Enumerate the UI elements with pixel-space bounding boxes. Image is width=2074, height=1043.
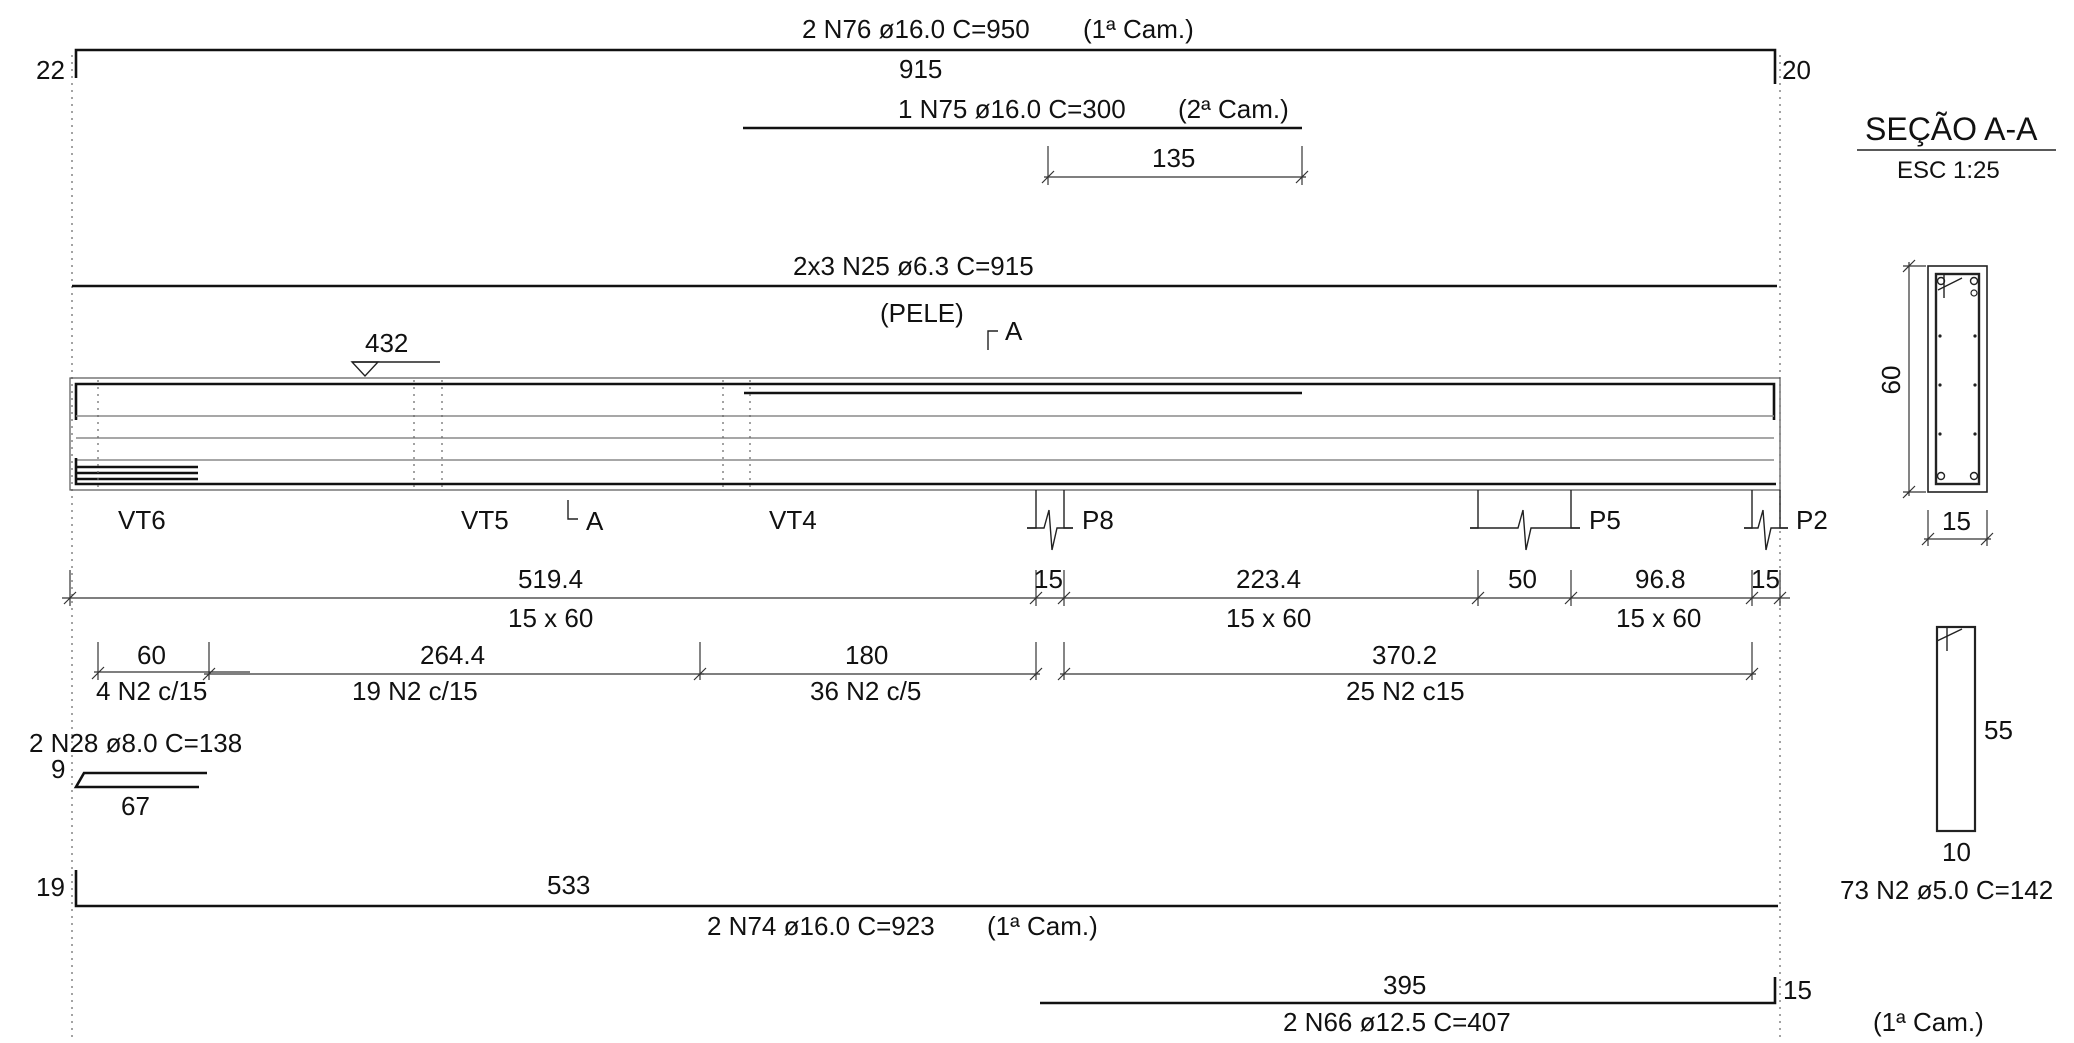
zone-4-length: 370.2 bbox=[1372, 640, 1437, 670]
columns bbox=[1027, 490, 1788, 551]
bar-n74-layer: (1ª Cam.) bbox=[987, 911, 1098, 941]
span-1-section: 15 x 60 bbox=[508, 603, 593, 633]
span-6-length: 15 bbox=[1751, 564, 1780, 594]
support-vt5: VT5 bbox=[461, 505, 509, 535]
bar-n75: 1 N75 ø16.0 C=300 (2ª Cam.) 135 bbox=[743, 94, 1309, 185]
bar-n28: 2 N28 ø8.0 C=138 9 67 bbox=[29, 728, 242, 821]
bar-n66: 395 15 2 N66 ø12.5 C=407 (1ª Cam.) bbox=[1040, 970, 1984, 1037]
bar-n76-label: 2 N76 ø16.0 C=950 bbox=[802, 14, 1030, 44]
bar-n75-dim: 135 bbox=[1152, 143, 1195, 173]
bar-n66-length: 395 bbox=[1383, 970, 1426, 1000]
stirrup-detail: 55 10 73 N2 ø5.0 C=142 bbox=[1840, 625, 2053, 905]
stirrup-zones: 60 264.4 180 370.2 4 N2 c/15 19 N2 c/15 … bbox=[91, 640, 1759, 706]
bar-n74: 19 533 2 N74 ø16.0 C=923 (1ª Cam.) bbox=[36, 870, 1778, 941]
stirrup-label: 73 N2 ø5.0 C=142 bbox=[1840, 875, 2053, 905]
stirrup-width: 10 bbox=[1942, 837, 1971, 867]
level-marker: 432 bbox=[350, 328, 440, 378]
cut-marker-top-label: A bbox=[1005, 316, 1023, 346]
bar-n28-hook: 9 bbox=[51, 754, 65, 784]
zone-3-length: 180 bbox=[845, 640, 888, 670]
section-width: 15 bbox=[1942, 506, 1971, 536]
support-vt6: VT6 bbox=[118, 505, 166, 535]
cut-marker-bottom-label: A bbox=[586, 506, 604, 536]
bar-n25: 2x3 N25 ø6.3 C=915 (PELE) bbox=[72, 251, 1777, 328]
span-3-length: 223.4 bbox=[1236, 564, 1301, 594]
support-p2: P2 bbox=[1796, 505, 1828, 535]
bar-n75-dimension: 135 bbox=[1041, 143, 1309, 185]
span-3-section: 15 x 60 bbox=[1226, 603, 1311, 633]
zone-1-length: 60 bbox=[137, 640, 166, 670]
bar-n76-hook-right: 20 bbox=[1782, 55, 1811, 85]
beam-elevation bbox=[69, 377, 1781, 491]
bar-n25-note: (PELE) bbox=[880, 298, 964, 328]
bar-n74-label: 2 N74 ø16.0 C=923 bbox=[707, 911, 935, 941]
support-p8: P8 bbox=[1082, 505, 1114, 535]
bar-n75-label: 1 N75 ø16.0 C=300 bbox=[898, 94, 1126, 124]
bar-n66-label: 2 N66 ø12.5 C=407 bbox=[1283, 1007, 1511, 1037]
bar-n76-hook-left: 22 bbox=[36, 55, 65, 85]
extension-lines bbox=[71, 55, 1781, 1040]
bar-n76-layer: (1ª Cam.) bbox=[1083, 14, 1194, 44]
support-labels: VT6 VT5 VT4 P8 P5 P2 bbox=[118, 505, 1828, 535]
span-2-length: 15 bbox=[1034, 564, 1063, 594]
zone-2-length: 264.4 bbox=[420, 640, 485, 670]
bar-n66-hook-right: 15 bbox=[1783, 975, 1812, 1005]
section-title: SEÇÃO A-A bbox=[1865, 111, 2038, 147]
cut-marker-bottom: A bbox=[567, 500, 604, 536]
bar-n66-layer: (1ª Cam.) bbox=[1873, 1007, 1984, 1037]
span-5-section: 15 x 60 bbox=[1616, 603, 1701, 633]
cut-marker-top: A bbox=[987, 316, 1023, 350]
zone-4-spec: 25 N2 c15 bbox=[1346, 676, 1465, 706]
bar-n28-length: 67 bbox=[121, 791, 150, 821]
bar-n25-label: 2x3 N25 ø6.3 C=915 bbox=[793, 251, 1034, 281]
stirrup-height: 55 bbox=[1984, 715, 2013, 745]
bar-n28-label: 2 N28 ø8.0 C=138 bbox=[29, 728, 242, 758]
zone-2-spec: 19 N2 c/15 bbox=[352, 676, 478, 706]
zone-1-spec: 4 N2 c/15 bbox=[96, 676, 207, 706]
section-height: 60 bbox=[1876, 366, 1906, 395]
bar-n74-length: 533 bbox=[547, 870, 590, 900]
zone-3-spec: 36 N2 c/5 bbox=[810, 676, 921, 706]
span-5-length: 96.8 bbox=[1635, 564, 1686, 594]
bar-n76: 2 N76 ø16.0 C=950 (1ª Cam.) 22 20 915 bbox=[36, 14, 1811, 85]
support-p5: P5 bbox=[1589, 505, 1621, 535]
section-a-a: SEÇÃO A-A ESC 1:25 60 15 bbox=[1857, 111, 2056, 546]
bar-n75-layer: (2ª Cam.) bbox=[1178, 94, 1289, 124]
span-1-length: 519.4 bbox=[518, 564, 583, 594]
section-scale: ESC 1:25 bbox=[1897, 157, 2000, 184]
bar-n74-hook-left: 19 bbox=[36, 872, 65, 902]
span-dimensions: 519.4 15 223.4 50 96.8 15 15 x 60 15 x 6… bbox=[62, 564, 1790, 633]
level-marker-value: 432 bbox=[365, 328, 408, 358]
bar-n76-length: 915 bbox=[899, 54, 942, 84]
support-vt4: VT4 bbox=[769, 505, 817, 535]
span-4-length: 50 bbox=[1508, 564, 1537, 594]
